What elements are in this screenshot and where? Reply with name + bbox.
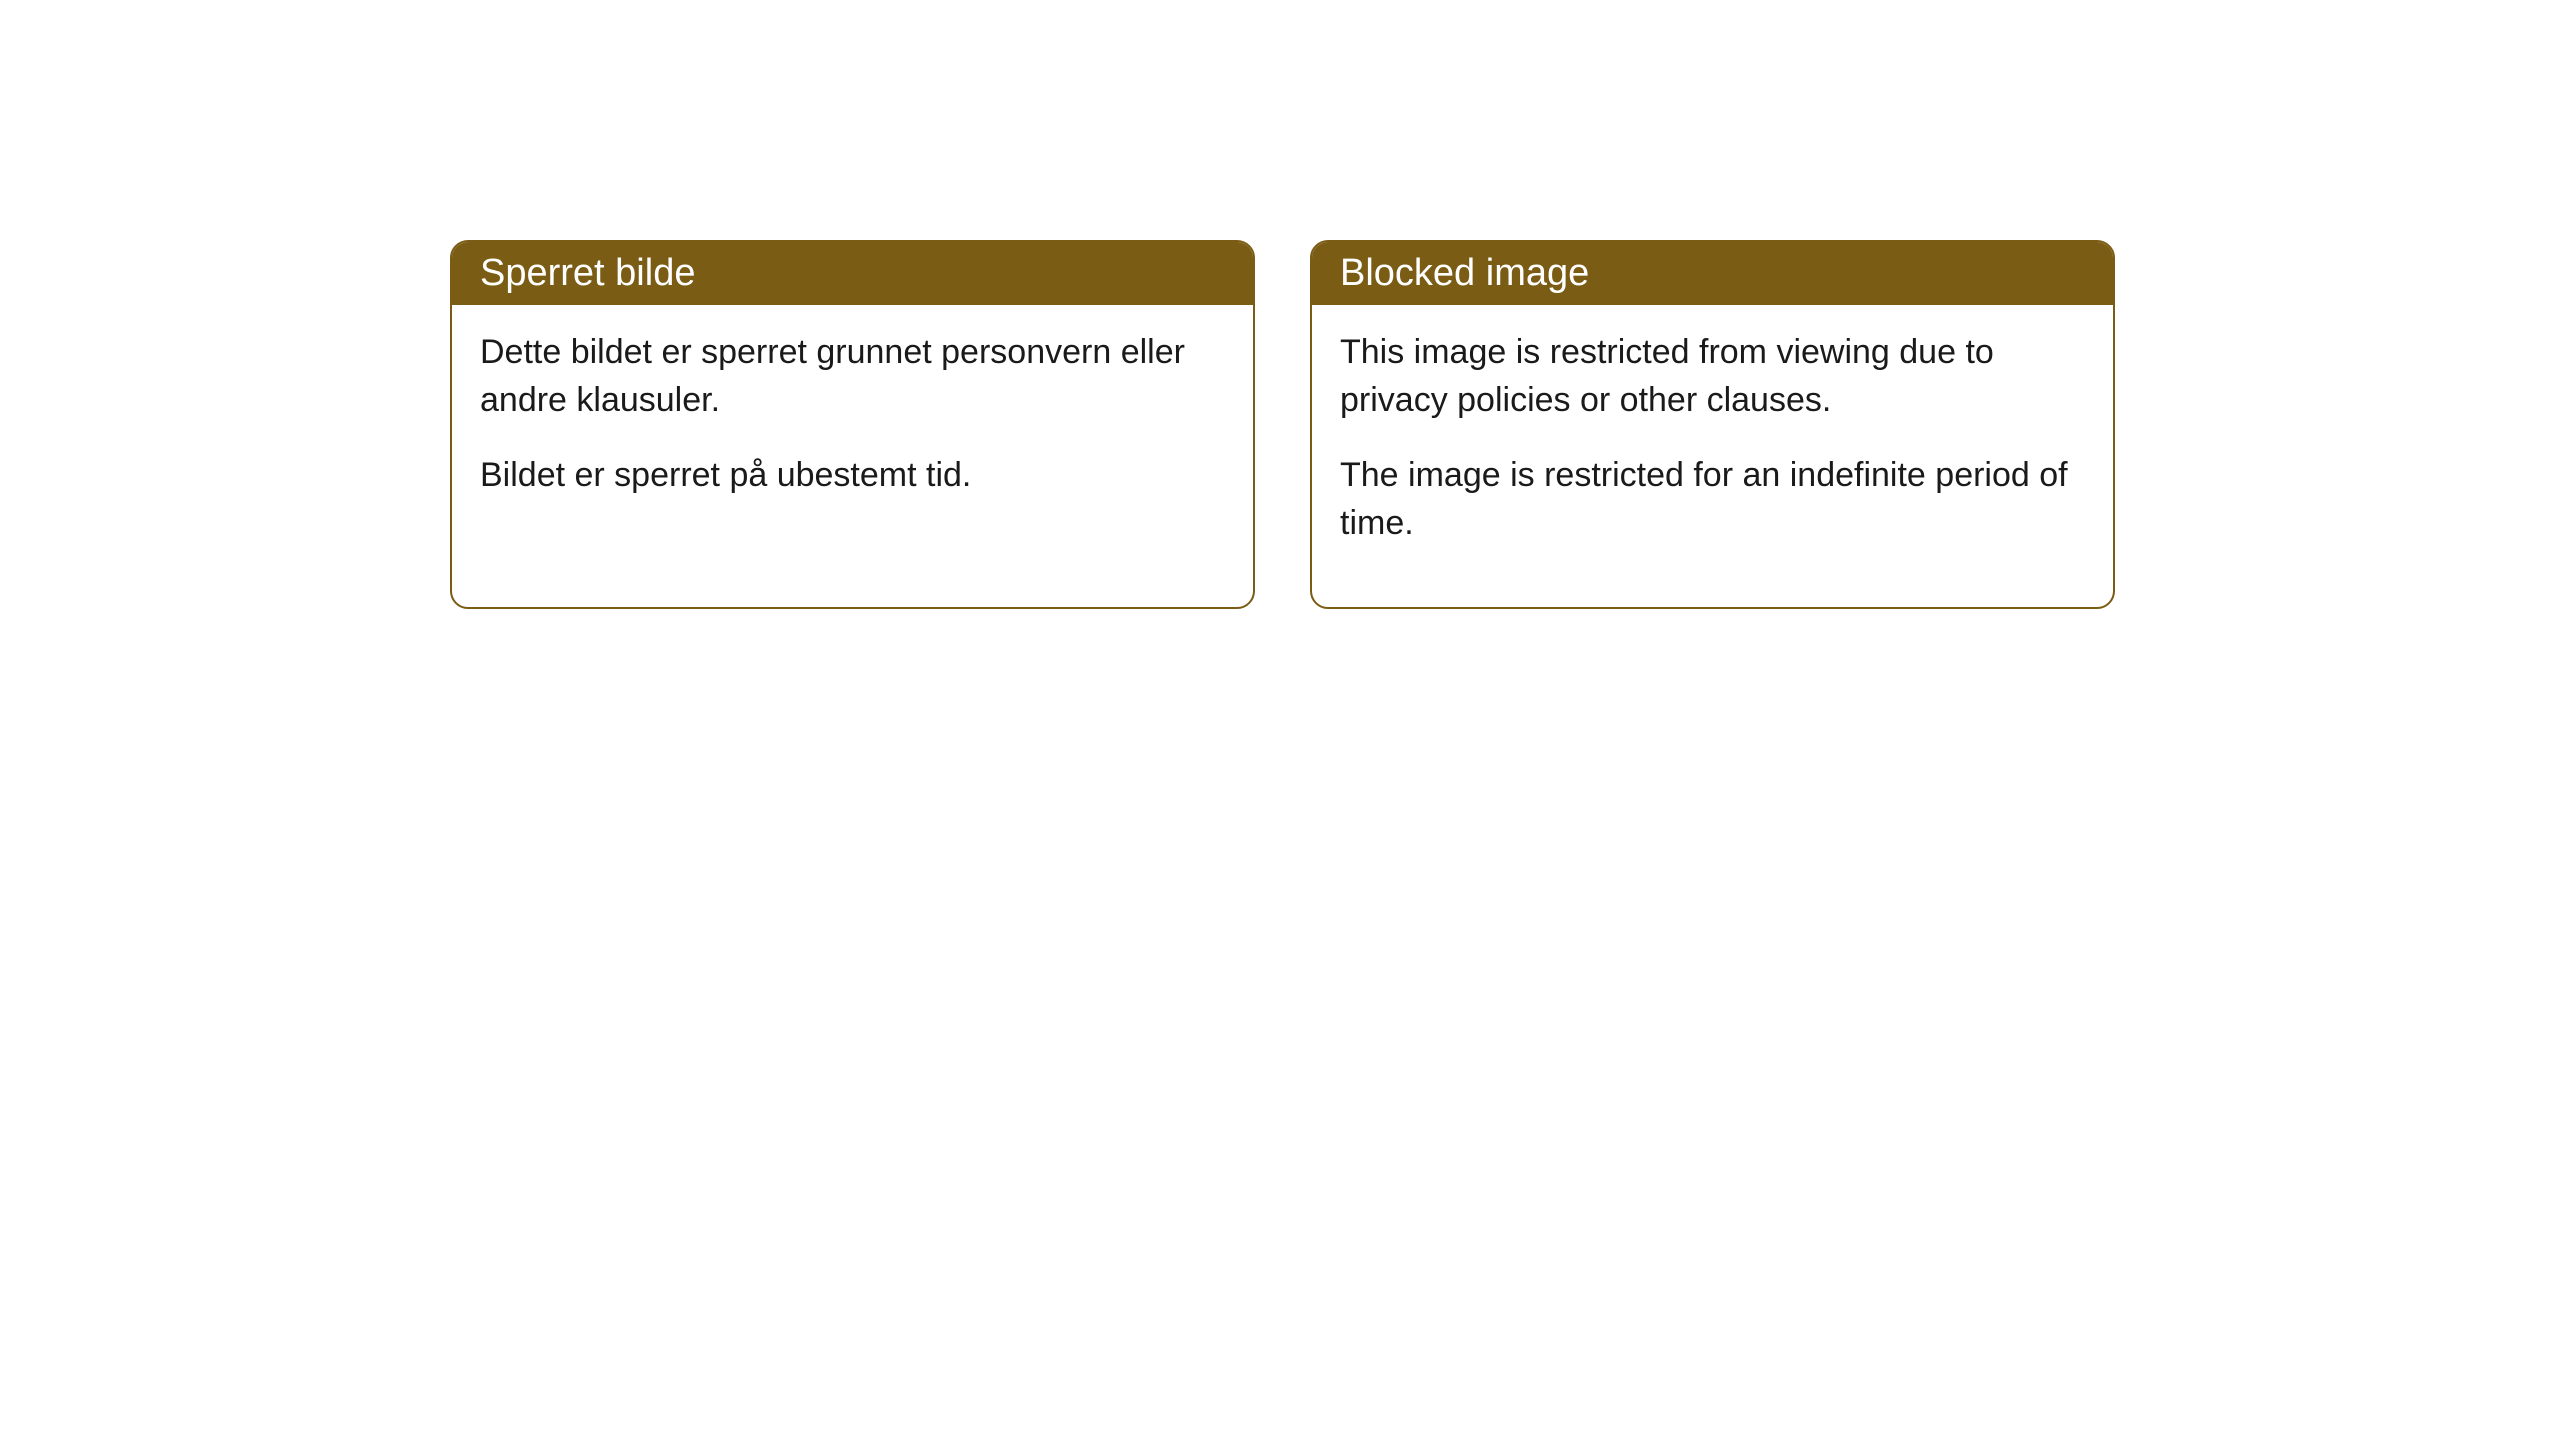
- card-container: Sperret bilde Dette bildet er sperret gr…: [450, 240, 2115, 609]
- blocked-image-card-en: Blocked image This image is restricted f…: [1310, 240, 2115, 609]
- card-paragraph: Dette bildet er sperret grunnet personve…: [480, 329, 1225, 424]
- card-paragraph: This image is restricted from viewing du…: [1340, 329, 2085, 424]
- card-body: Dette bildet er sperret grunnet personve…: [452, 305, 1253, 560]
- card-paragraph: Bildet er sperret på ubestemt tid.: [480, 452, 1225, 500]
- card-header: Sperret bilde: [452, 242, 1253, 305]
- blocked-image-card-no: Sperret bilde Dette bildet er sperret gr…: [450, 240, 1255, 609]
- card-body: This image is restricted from viewing du…: [1312, 305, 2113, 607]
- card-header: Blocked image: [1312, 242, 2113, 305]
- card-paragraph: The image is restricted for an indefinit…: [1340, 452, 2085, 547]
